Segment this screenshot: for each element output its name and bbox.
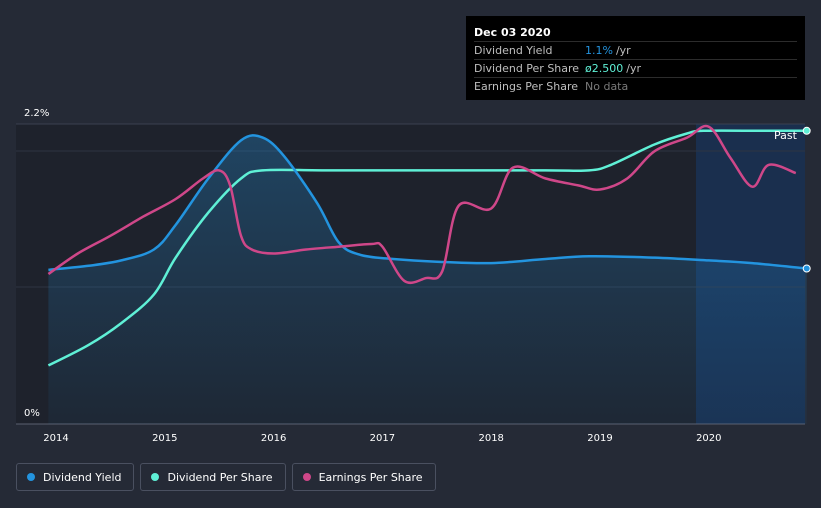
tooltip-value: ø2.500: [585, 62, 624, 75]
x-tick-label: 2017: [370, 433, 395, 444]
dividend-per-share-dot-icon: [151, 473, 160, 481]
tooltip-label: Dividend Per Share: [474, 62, 580, 75]
x-tick-label: 2018: [478, 433, 503, 444]
dividend-yield-area: [48, 135, 807, 425]
tooltip-row-dividend-per-share: Dividend Per Share ø2.500 /yr: [474, 59, 797, 77]
dividend-yield-line: [48, 134, 807, 272]
tooltip-unit: /yr: [626, 62, 641, 75]
tooltip-label: Earnings Per Share: [474, 80, 579, 93]
dividend-yield-end-marker: [802, 264, 811, 273]
y-tick-bottom: 0%: [24, 408, 40, 419]
legend-item-earnings-per-share[interactable]: Earnings Per Share: [291, 463, 436, 491]
dividend-per-share-end-marker: [802, 126, 811, 135]
tooltip-date: Dec 03 2020: [474, 26, 551, 39]
tooltip-row-earnings-per-share: Earnings Per Share No data: [474, 77, 797, 95]
legend-label: Earnings Per Share: [318, 470, 423, 484]
x-tick-label: 2015: [152, 433, 177, 444]
legend-label: Dividend Yield: [43, 470, 122, 484]
tooltip-label: Dividend Yield: [474, 44, 553, 57]
x-tick-label: 2020: [696, 433, 721, 444]
tooltip-row-dividend-yield: Dividend Yield 1.1% /yr: [474, 41, 797, 59]
dividend-per-share-line: [47, 129, 807, 367]
tooltip-value: No data: [585, 80, 629, 93]
earnings-per-share-line: [47, 124, 797, 285]
tooltip-value: 1.1%: [585, 44, 613, 57]
x-tick-label: 2019: [587, 433, 612, 444]
x-tick-label: 2014: [43, 433, 68, 444]
x-tick-label: 2016: [261, 433, 286, 444]
legend-label: Dividend Per Share: [167, 470, 273, 484]
legend: Dividend Yield Dividend Per Share Earnin…: [16, 463, 436, 491]
tooltip-panel: Dec 03 2020 Dividend Yield 1.1% /yr Divi…: [466, 16, 805, 100]
earnings-per-share-dot-icon: [302, 473, 311, 481]
dividend-yield-dot-icon: [27, 473, 35, 481]
tooltip-unit: /yr: [615, 44, 631, 57]
legend-item-dividend-yield[interactable]: Dividend Yield: [16, 463, 135, 491]
legend-item-dividend-per-share[interactable]: Dividend Per Share: [140, 463, 286, 491]
y-tick-top: 2.2%: [24, 108, 49, 119]
past-label: Past: [774, 129, 798, 142]
